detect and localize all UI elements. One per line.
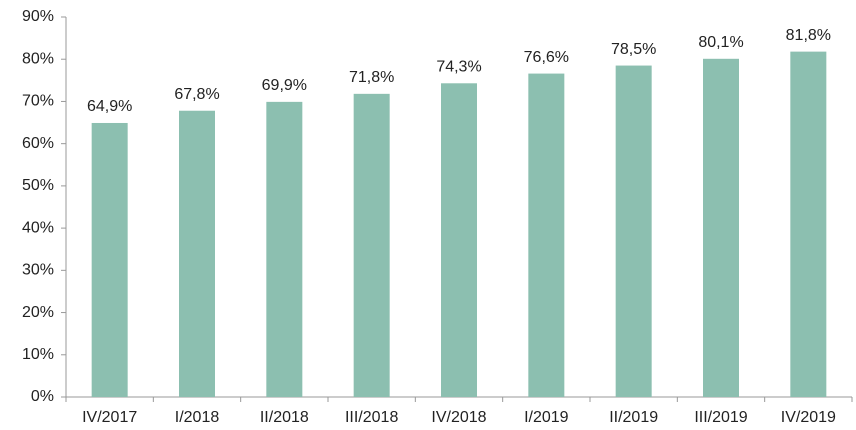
value-label: 80,1% (698, 34, 743, 51)
y-tick-label: 30% (22, 262, 54, 279)
value-label: 81,8% (786, 27, 831, 44)
value-label: 64,9% (87, 98, 132, 115)
y-tick-label: 10% (22, 346, 54, 363)
y-tick-label: 80% (22, 50, 54, 67)
x-tick-label: IV/2019 (781, 409, 836, 426)
x-tick-label: II/2019 (609, 409, 658, 426)
value-label: 78,5% (611, 41, 656, 58)
value-label: 69,9% (262, 77, 307, 94)
x-tick-label: IV/2017 (82, 409, 137, 426)
x-tick-label: II/2018 (260, 409, 309, 426)
bar (615, 65, 652, 398)
x-tick-label: I/2018 (175, 409, 220, 426)
y-tick-label: 40% (22, 219, 54, 236)
bar (266, 101, 303, 397)
y-tick-label: 60% (22, 135, 54, 152)
y-tick-label: 20% (22, 304, 54, 321)
bar (91, 122, 128, 397)
bar (528, 73, 565, 398)
y-tick-label: 50% (22, 177, 54, 194)
bar (703, 58, 739, 398)
value-label: 74,3% (436, 59, 481, 76)
value-label: 71,8% (349, 69, 394, 86)
y-tick-label: 70% (22, 93, 54, 110)
y-tick-label: 90% (22, 8, 54, 25)
x-tick-label: III/2019 (694, 409, 747, 426)
y-tick-label: 0% (31, 388, 54, 405)
x-tick-label: III/2018 (345, 409, 398, 426)
bar (179, 110, 215, 397)
value-label: 67,8% (174, 86, 219, 103)
bar (441, 83, 477, 398)
value-label: 76,6% (524, 49, 569, 66)
bar (790, 51, 827, 397)
x-tick-label: IV/2018 (431, 409, 486, 426)
x-tick-label: I/2019 (524, 409, 569, 426)
bar (353, 93, 390, 397)
